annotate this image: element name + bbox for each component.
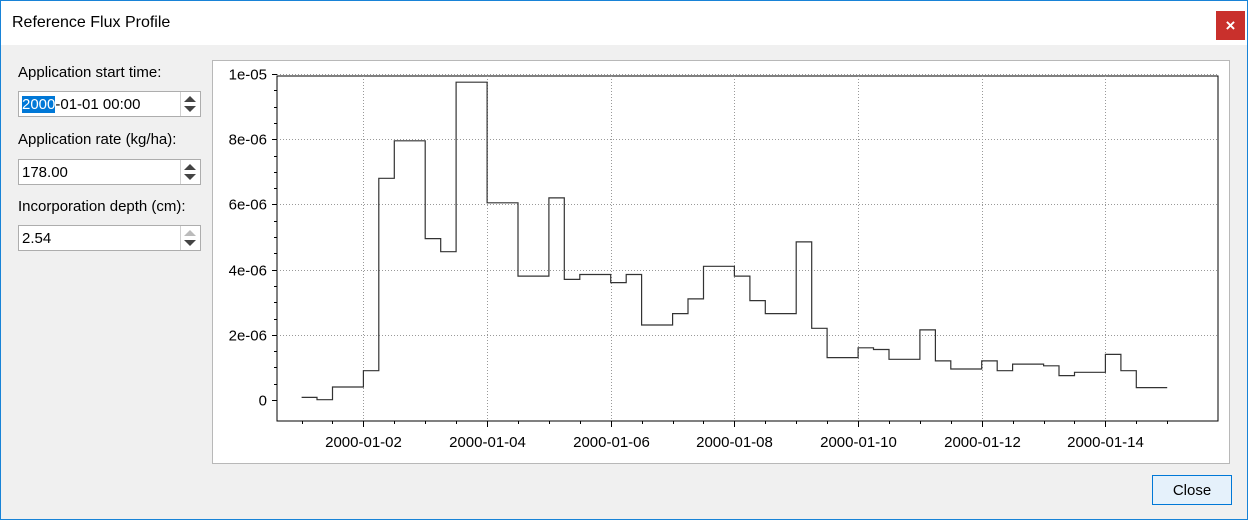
start-time-rest-text: -01-01 00:00: [55, 96, 141, 113]
arrow-down-icon[interactable]: [184, 174, 196, 180]
window-close-button[interactable]: ×: [1216, 11, 1245, 40]
x-tick-label: 2000-01-04: [449, 434, 526, 451]
rate-label: Application rate (kg/ha):: [18, 131, 177, 148]
flux-step-line: [301, 81, 1168, 401]
plot-area-border: [276, 75, 1219, 422]
y-tick-label: 4e-06: [229, 263, 267, 280]
depth-value[interactable]: 2.54: [22, 230, 52, 247]
close-button[interactable]: Close: [1152, 475, 1232, 505]
y-tick-label: 8e-06: [229, 132, 267, 149]
title-bar[interactable]: Reference Flux Profile ×: [1, 1, 1247, 45]
x-tick-label: 2000-01-06: [573, 434, 650, 451]
rate-spinbox[interactable]: 178.00: [18, 159, 201, 185]
x-tick-label: 2000-01-08: [696, 434, 773, 451]
x-tick-label: 2000-01-12: [944, 434, 1021, 451]
y-tick-label: 6e-06: [229, 197, 267, 214]
flux-chart: 0 2e-06 4e-06 6e-06 8e-06 1e-05 2000-01-02 2000…: [229, 67, 1219, 451]
y-tick-label: 2e-06: [229, 328, 267, 345]
window-title: Reference Flux Profile: [12, 14, 171, 31]
x-tick-label: 2000-01-02: [325, 434, 402, 451]
arrow-down-icon[interactable]: [184, 106, 196, 112]
start-time-value[interactable]: 2000-01-01 00:00: [22, 96, 140, 113]
start-time-label: Application start time:: [18, 64, 162, 81]
arrow-up-icon[interactable]: [184, 96, 196, 102]
flux-plot-frame: 0 2e-06 4e-06 6e-06 8e-06 1e-05 2000-01-02 2000…: [212, 60, 1230, 464]
start-time-selected-text: 2000: [22, 96, 56, 113]
depth-label: Incorporation depth (cm):: [18, 198, 186, 215]
x-tick-label: 2000-01-14: [1067, 434, 1144, 451]
rate-value[interactable]: 178.00: [22, 164, 68, 181]
arrow-up-icon[interactable]: [184, 164, 196, 170]
start-time-stepper[interactable]: [180, 92, 200, 116]
x-tick-label: 2000-01-10: [820, 434, 897, 451]
depth-stepper[interactable]: [180, 226, 200, 250]
arrow-down-icon[interactable]: [184, 240, 196, 246]
arrow-up-icon[interactable]: [184, 230, 196, 236]
y-tick-label: 1e-05: [229, 67, 267, 84]
y-tick-label: 0: [259, 393, 267, 410]
start-time-spinbox[interactable]: 2000-01-01 00:00: [18, 91, 201, 117]
rate-stepper[interactable]: [180, 160, 200, 184]
depth-spinbox[interactable]: 2.54: [18, 225, 201, 251]
